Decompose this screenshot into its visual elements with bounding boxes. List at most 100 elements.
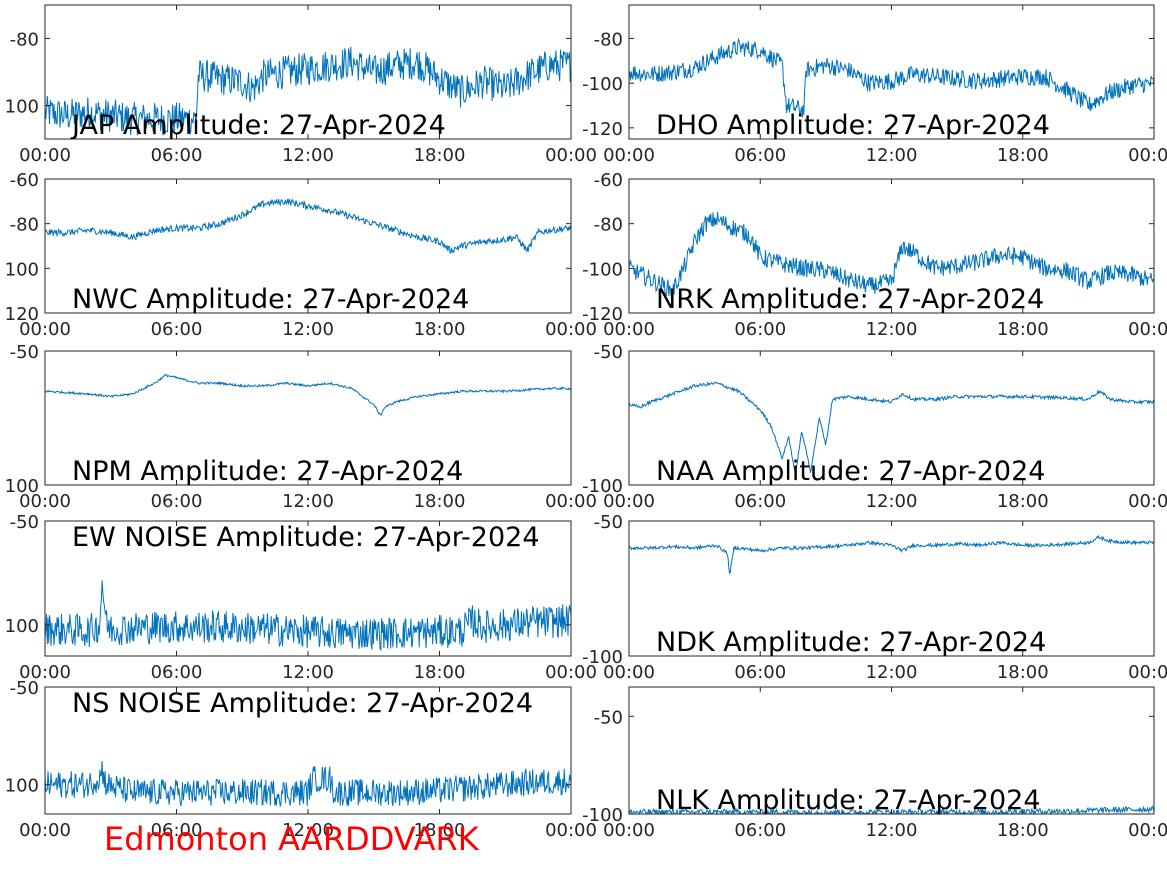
x-tick-label: 12:00 — [282, 319, 334, 340]
y-tick-label: 100 — [5, 97, 39, 118]
y-tick-label: -100 — [582, 259, 623, 280]
y-tick-label: -100 — [582, 74, 623, 95]
y-tick-label: -80 — [10, 30, 39, 51]
x-tick-label: 00:00 — [545, 662, 597, 683]
x-tick-label: 00:00 — [19, 662, 71, 683]
y-tick-label: -50 — [594, 512, 623, 533]
x-tick-label: 06:00 — [151, 491, 203, 512]
x-tick-label: 00:00 — [545, 820, 597, 841]
y-tick-label: -50 — [10, 342, 39, 363]
x-tick-label: 06:00 — [151, 145, 203, 166]
x-tick-label: 18:00 — [414, 491, 466, 512]
series-line — [45, 46, 571, 136]
x-tick-label: 06:00 — [734, 820, 786, 841]
panel-0: 00:00 06:00 12:00 18:00 00:00 -80 100 JAP Ampli… — [5, 4, 597, 166]
x-tick-label: 12:00 — [282, 662, 334, 683]
x-tick-label: 00:00 — [1128, 491, 1167, 512]
series-line — [45, 197, 571, 254]
y-tick-label: -50 — [594, 342, 623, 363]
panel-title: JAP Amplitude: 27-Apr-2024 — [70, 110, 446, 141]
panel-title: NRK Amplitude: 27-Apr-2024 — [656, 284, 1044, 315]
series-line — [629, 37, 1154, 118]
x-tick-label: 18:00 — [997, 662, 1049, 683]
panel-title: NDK Amplitude: 27-Apr-2024 — [656, 627, 1046, 658]
series-line — [629, 211, 1154, 297]
x-tick-label: 00:00 — [545, 319, 597, 340]
x-tick-label: 12:00 — [282, 820, 334, 841]
y-tick-label: -60 — [10, 170, 39, 191]
panel-2: 00:00 06:00 12:00 18:00 00:00 -60 -80 100 120 NWC… — [5, 170, 597, 340]
x-tick-label: 00:00 — [19, 491, 71, 512]
x-tick-label: 18:00 — [997, 820, 1049, 841]
y-tick-label: -120 — [582, 119, 623, 140]
y-tick-label: 100 — [5, 616, 39, 637]
x-tick-label: 00:00 — [545, 145, 597, 166]
x-tick-label: 00:00 — [603, 820, 655, 841]
x-tick-label: 00:00 — [1128, 662, 1167, 683]
x-tick-label: 06:00 — [151, 662, 203, 683]
panel-1: 00:00 06:00 12:00 18:00 00:00 -80 -100 -120 DHO … — [582, 4, 1167, 166]
y-tick-label: -50 — [594, 707, 623, 728]
y-tick-label: -120 — [582, 304, 623, 325]
x-tick-label: 12:00 — [866, 491, 918, 512]
x-tick-label: 00:00 — [545, 491, 597, 512]
y-tick-label: 100 — [5, 476, 39, 497]
x-tick-label: 12:00 — [282, 491, 334, 512]
x-tick-label: 18:00 — [414, 820, 466, 841]
y-tick-label: 120 — [5, 304, 39, 325]
x-tick-label: 18:00 — [997, 319, 1049, 340]
x-tick-label: 00:00 — [603, 145, 655, 166]
x-tick-label: 06:00 — [151, 820, 203, 841]
x-tick-label: 06:00 — [734, 145, 786, 166]
x-tick-label: 00:00 — [1128, 319, 1167, 340]
y-tick-label: -50 — [10, 512, 39, 533]
x-tick-label: 18:00 — [414, 145, 466, 166]
x-tick-label: 18:00 — [414, 662, 466, 683]
panel-6: 00:00 06:00 12:00 18:00 00:00 -50 100 EW NOISE … — [5, 512, 597, 683]
panel-title: EW NOISE Amplitude: 27-Apr-2024 — [72, 522, 540, 553]
x-tick-label: 00:00 — [603, 491, 655, 512]
y-tick-label: -50 — [10, 678, 39, 699]
y-tick-label: -80 — [10, 215, 39, 236]
panel-3: 00:00 06:00 12:00 18:00 00:00 -60 -80 -100 -120 N… — [582, 170, 1167, 340]
series-line — [45, 760, 571, 808]
x-tick-label: 12:00 — [866, 662, 918, 683]
y-tick-label: -80 — [594, 30, 623, 51]
series-line — [629, 534, 1154, 575]
x-tick-label: 18:00 — [997, 491, 1049, 512]
y-tick-label: -60 — [594, 170, 623, 191]
x-tick-label: 00:00 — [603, 319, 655, 340]
panel-title: NWC Amplitude: 27-Apr-2024 — [72, 284, 469, 315]
x-tick-label: 00:00 — [19, 145, 71, 166]
x-tick-label: 00:00 — [603, 662, 655, 683]
panel-title: DHO Amplitude: 27-Apr-2024 — [656, 110, 1050, 141]
panel-title: NLK Amplitude: 27-Apr-2024 — [656, 785, 1041, 816]
series-line — [629, 381, 1154, 473]
panel-4: 00:00 06:00 12:00 18:00 00:00 -50 100 NPM Ampli… — [5, 342, 597, 512]
series-line — [45, 373, 571, 416]
x-tick-label: 00:00 — [1128, 820, 1167, 841]
panel-5: 00:00 06:00 12:00 18:00 00:00 -50 -100 NAA Ampl… — [582, 342, 1167, 512]
x-tick-label: 12:00 — [866, 319, 918, 340]
x-tick-label: 00:00 — [1128, 145, 1167, 166]
station-label: Edmonton AARDDVARK — [104, 820, 479, 858]
x-tick-label: 00:00 — [19, 319, 71, 340]
x-tick-label: 18:00 — [997, 145, 1049, 166]
x-tick-label: 12:00 — [866, 820, 918, 841]
x-tick-label: 06:00 — [151, 319, 203, 340]
panel-title: NAA Amplitude: 27-Apr-2024 — [656, 456, 1045, 487]
series-line — [45, 580, 571, 651]
x-tick-label: 06:00 — [734, 319, 786, 340]
x-tick-label: 06:00 — [734, 491, 786, 512]
x-tick-label: 00:00 — [19, 820, 71, 841]
panel-title: NS NOISE Amplitude: 27-Apr-2024 — [72, 688, 533, 719]
y-tick-label: 100 — [5, 776, 39, 797]
x-tick-label: 12:00 — [866, 145, 918, 166]
y-tick-label: 100 — [5, 259, 39, 280]
panel-title: NPM Amplitude: 27-Apr-2024 — [72, 456, 463, 487]
y-tick-label: -100 — [582, 476, 623, 497]
panel-8: 00:00 06:00 12:00 18:00 00:00 -50 100 NS NOISE … — [5, 678, 597, 841]
panel-7: 00:00 06:00 12:00 18:00 00:00 -50 -100 NDK Ampl… — [582, 512, 1167, 683]
x-tick-label: 12:00 — [282, 145, 334, 166]
